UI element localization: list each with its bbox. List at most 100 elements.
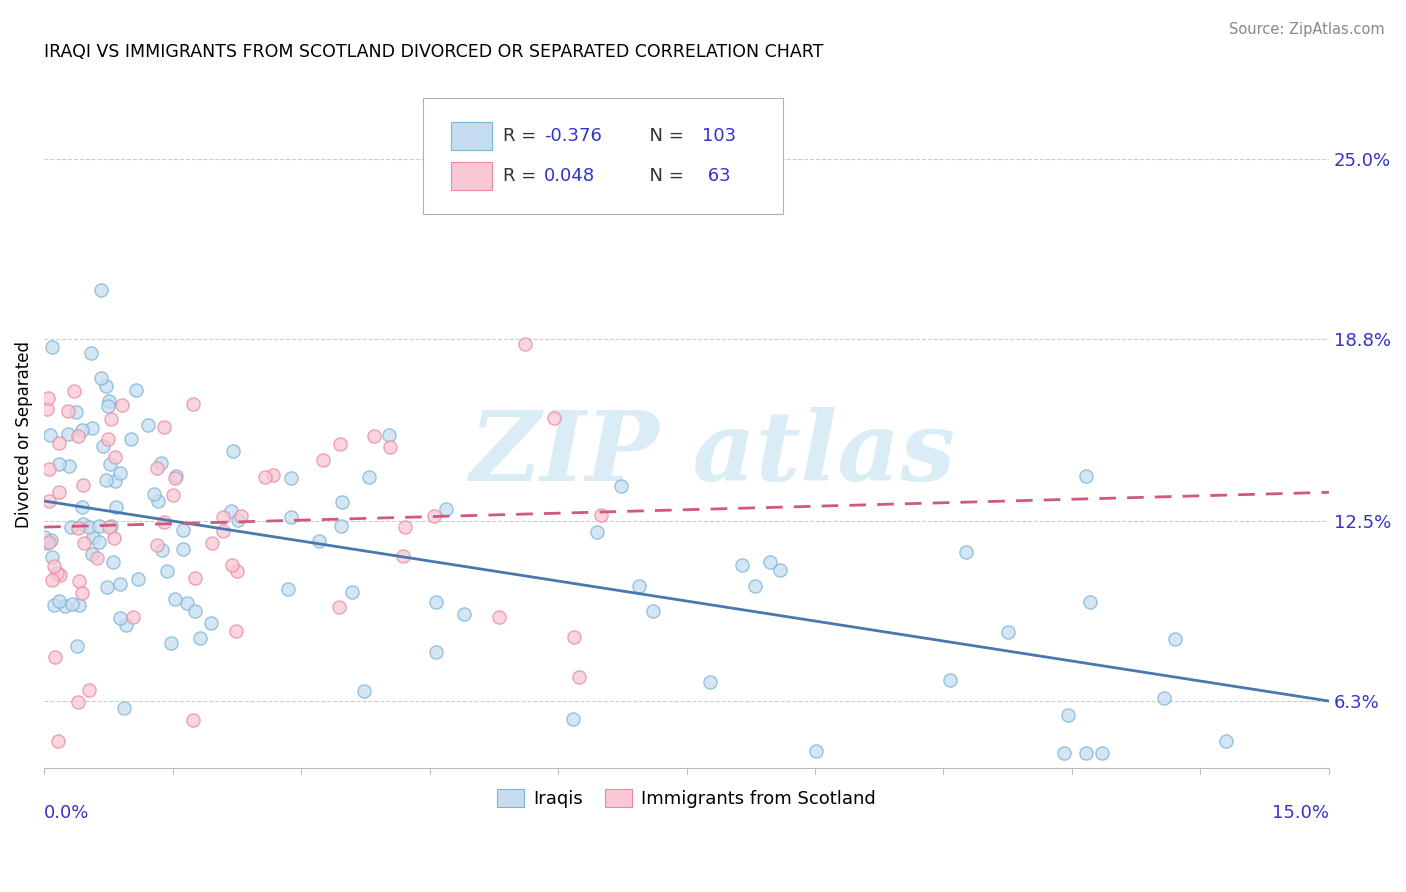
Point [72,478,94,492]
Point [1053,746,1076,760]
Point [513,336,536,351]
Point [60,597,83,611]
Point [163,592,186,607]
Point [32,530,55,544]
Point [392,549,415,564]
Point [143,487,166,501]
Point [329,436,352,450]
Point [112,700,135,714]
Point [136,418,159,433]
Point [589,508,612,522]
Point [184,570,207,584]
Point [56,427,79,442]
Point [308,533,330,548]
Point [150,543,173,558]
Point [38,493,60,508]
Text: IRAQI VS IMMIGRANTS FROM SCOTLAND DIVORCED OR SEPARATED CORRELATION CHART: IRAQI VS IMMIGRANTS FROM SCOTLAND DIVORC… [44,43,824,61]
Point [1091,746,1114,760]
Point [425,645,447,659]
Point [380,440,402,454]
Point [172,523,194,537]
Point [98,458,121,472]
Point [48,436,70,450]
Point [153,419,176,434]
Point [110,467,132,481]
Point [87,518,110,533]
Point [94,473,117,487]
Point [163,471,186,485]
Point [1074,746,1097,760]
Point [221,558,243,573]
Point [48,594,70,608]
Point [425,595,447,609]
Point [38,461,60,475]
Point [172,541,194,556]
Point [758,555,780,569]
Point [149,456,172,470]
Point [731,558,754,572]
Point [72,517,94,532]
Point [155,565,177,579]
Point [44,649,66,664]
Point [277,582,299,596]
Point [212,509,235,524]
Point [67,574,90,588]
Point [94,379,117,393]
Point [63,384,86,398]
Point [108,577,131,591]
Point [162,488,184,502]
Point [609,479,631,493]
Point [641,604,664,618]
Point [744,579,766,593]
Point [38,428,60,442]
Point [45,566,67,581]
Point [955,545,977,559]
Point [48,484,70,499]
Point [1074,468,1097,483]
Text: 103: 103 [702,128,737,145]
Point [280,510,302,524]
Point [125,383,148,397]
Point [77,682,100,697]
Point [67,428,90,442]
Point [153,515,176,529]
Point [1164,632,1187,647]
Point [58,458,80,473]
Point [66,640,89,654]
Point [103,531,125,545]
Point [67,521,90,535]
Point [121,433,143,447]
Point [330,519,353,533]
Point [89,534,111,549]
Point [41,549,63,564]
Point [127,572,149,586]
Point [90,370,112,384]
Point [1056,707,1078,722]
Point [330,495,353,509]
Point [165,468,187,483]
Point [394,520,416,534]
Point [121,610,143,624]
Point [39,533,62,547]
Y-axis label: Divorced or Separated: Divorced or Separated [15,341,32,528]
Point [586,525,609,540]
Point [100,519,122,533]
Point [37,391,59,405]
Point [53,599,76,613]
Point [97,394,120,409]
Point [200,615,222,630]
Point [225,624,247,638]
Point [226,564,249,578]
Text: 63: 63 [702,168,731,186]
Point [110,611,132,625]
Point [96,580,118,594]
Text: R =: R = [503,128,541,145]
Point [939,673,962,687]
Point [804,744,827,758]
Point [422,508,444,523]
Text: N =: N = [638,128,689,145]
Text: 0.048: 0.048 [544,168,595,186]
Point [229,508,252,523]
Text: ZIP atlas: ZIP atlas [470,408,955,501]
Point [97,432,120,446]
